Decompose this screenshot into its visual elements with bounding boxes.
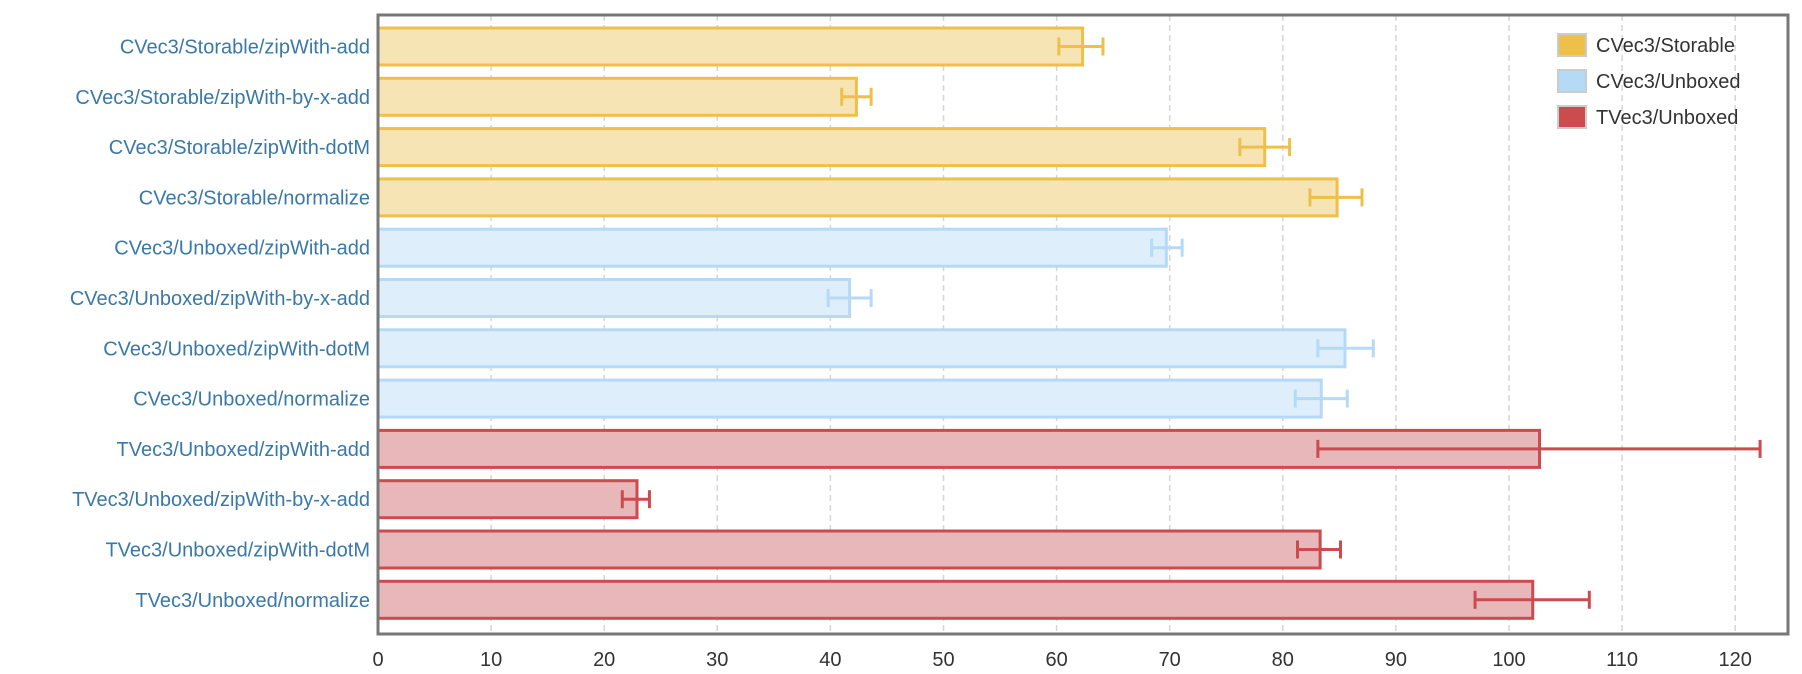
category-label: CVec3/Unboxed/zipWith-add bbox=[114, 238, 370, 260]
category-label: TVec3/Unboxed/normalize bbox=[135, 590, 370, 612]
legend-swatch bbox=[1557, 33, 1587, 57]
legend: CVec3/Storable CVec3/Unboxed TVec3/Unboxed bbox=[1557, 33, 1741, 129]
legend-label: CVec3/Unboxed bbox=[1596, 71, 1741, 93]
category-label: CVec3/Storable/zipWith-by-x-add bbox=[75, 87, 370, 109]
category-label: TVec3/Unboxed/zipWith-dotM bbox=[105, 540, 370, 562]
plot-frame bbox=[376, 13, 1790, 636]
x-tick-label: 90 bbox=[1385, 649, 1407, 671]
bars-group bbox=[376, 26, 1762, 620]
bar bbox=[376, 127, 1267, 168]
legend-label: TVec3/Unboxed bbox=[1596, 107, 1738, 129]
x-tick-labels: 0 10 20 30 40 50 60 70 80 90 100 110 120 bbox=[372, 649, 1751, 671]
x-tick-label: 20 bbox=[593, 649, 615, 671]
bar bbox=[376, 227, 1168, 268]
x-tick-label: 100 bbox=[1492, 649, 1525, 671]
category-label: CVec3/Unboxed/zipWith-dotM bbox=[103, 338, 370, 360]
bar bbox=[376, 479, 639, 520]
x-tick-label: 120 bbox=[1719, 649, 1752, 671]
category-label: CVec3/Unboxed/normalize bbox=[133, 389, 370, 411]
bar bbox=[376, 579, 1535, 620]
x-tick-label: 70 bbox=[1159, 649, 1181, 671]
bar bbox=[376, 328, 1347, 369]
x-tick-label: 30 bbox=[706, 649, 728, 671]
category-label: TVec3/Unboxed/zipWith-add bbox=[117, 439, 370, 461]
category-labels: CVec3/Storable/zipWith-add CVec3/Storable… bbox=[70, 37, 370, 612]
bar bbox=[376, 278, 852, 318]
category-label: TVec3/Unboxed/zipWith-by-x-add bbox=[72, 489, 370, 511]
category-label: CVec3/Storable/normalize bbox=[139, 187, 370, 209]
bar bbox=[376, 26, 1085, 67]
bar bbox=[376, 177, 1339, 218]
x-tick-label: 110 bbox=[1606, 649, 1638, 671]
bar bbox=[376, 378, 1323, 419]
category-label: CVec3/Storable/zipWith-dotM bbox=[109, 137, 370, 159]
legend-swatch bbox=[1557, 105, 1587, 129]
category-label: CVec3/Unboxed/zipWith-by-x-add bbox=[70, 288, 370, 310]
bar bbox=[376, 76, 858, 117]
x-tick-label: 40 bbox=[819, 649, 841, 671]
x-tick-label: 10 bbox=[480, 649, 502, 671]
x-tick-label: 60 bbox=[1045, 649, 1067, 671]
category-label: CVec3/Storable/zipWith-add bbox=[120, 37, 370, 59]
bar bbox=[376, 529, 1322, 570]
x-tick-label: 80 bbox=[1272, 649, 1294, 671]
legend-label: CVec3/Storable bbox=[1596, 35, 1735, 57]
x-tick-label: 50 bbox=[932, 649, 954, 671]
legend-swatch bbox=[1557, 69, 1587, 93]
x-tick-label: 0 bbox=[372, 649, 383, 671]
